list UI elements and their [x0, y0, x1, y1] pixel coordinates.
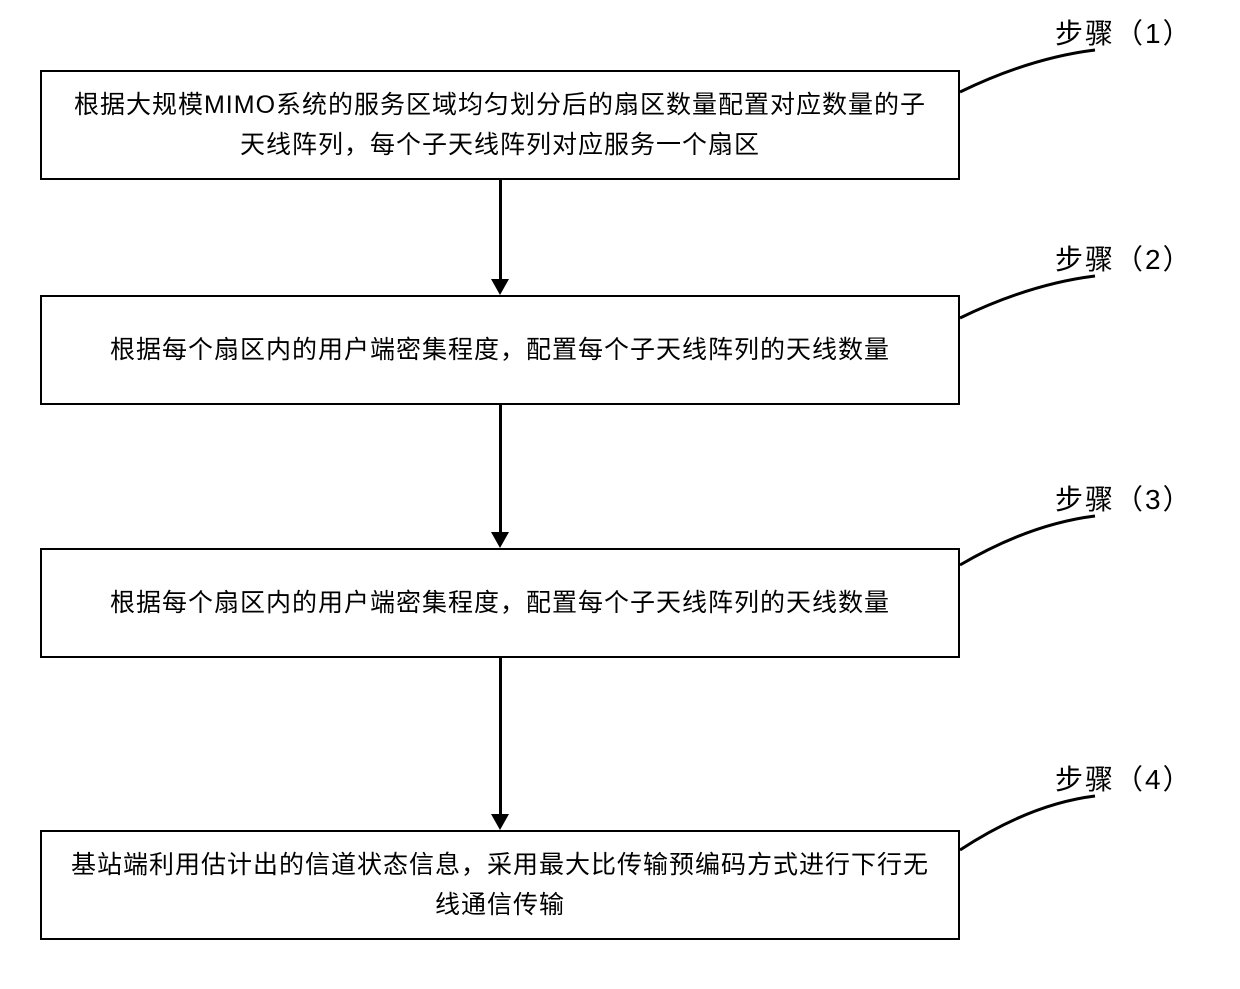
flowchart-container: 根据大规模MIMO系统的服务区域均匀划分后的扇区数量配置对应数量的子天线阵列，每…: [0, 0, 1240, 989]
connector-4: [0, 0, 1240, 900]
